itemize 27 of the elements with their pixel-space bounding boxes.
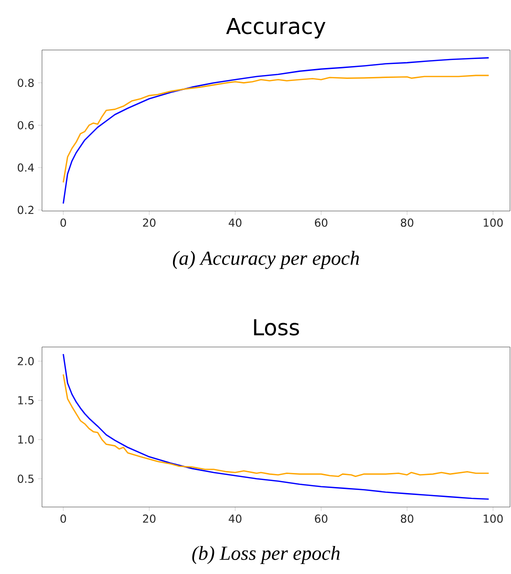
x-tick-label: 40 — [228, 218, 242, 227]
y-tick-label: 0.6 — [18, 121, 34, 130]
x-tick-label: 100 — [484, 514, 503, 523]
y-tick-label: 0.8 — [18, 78, 34, 87]
x-tick-label: 80 — [400, 514, 414, 523]
text: (b) Loss per epoch — [192, 546, 340, 564]
line-series — [62, 57, 490, 204]
x-tick-label: 20 — [143, 218, 156, 227]
x-tick-label: 0 — [60, 514, 66, 523]
y-tick-label: 1.0 — [18, 435, 34, 444]
text: (a) Accuracy per epoch — [172, 250, 359, 270]
y-tick-label: 1.5 — [18, 396, 34, 404]
x-tick-label: 60 — [314, 218, 328, 227]
chart-title: Loss — [254, 319, 299, 336]
line-series — [62, 374, 490, 478]
x-tick-label: 100 — [484, 218, 503, 227]
y-tick-label: 0.2 — [18, 206, 34, 214]
y-tick-label: 0.4 — [18, 163, 34, 172]
x-tick-label: 60 — [314, 514, 328, 523]
x-tick-label: 40 — [228, 514, 242, 523]
chart-title: Accuracy — [226, 18, 326, 39]
y-tick-label: 0.5 — [18, 474, 34, 483]
x-tick-label: 20 — [143, 514, 156, 523]
y-tick-label: 2.0 — [18, 356, 34, 366]
x-tick-label: 80 — [400, 218, 414, 227]
x-tick-label: 0 — [60, 218, 66, 227]
line-series — [62, 353, 490, 500]
